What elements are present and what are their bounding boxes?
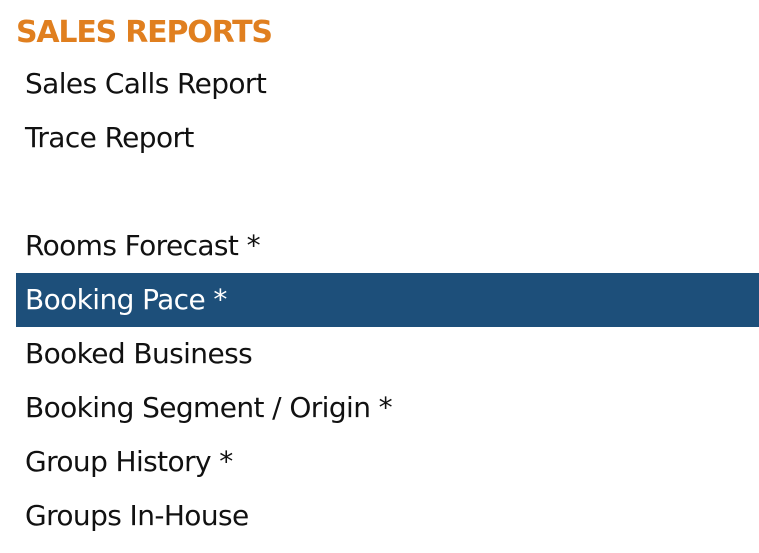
sales-reports-menu: Sales Calls Report Trace Report Rooms Fo… (16, 57, 759, 543)
section-title: SALES REPORTS (16, 15, 273, 50)
menu-item-group-history[interactable]: Group History * (25, 445, 233, 478)
menu-spacer (16, 165, 759, 219)
menu-item-rooms-forecast[interactable]: Rooms Forecast * (25, 229, 261, 262)
menu-item-booking-segment-origin[interactable]: Booking Segment / Origin * (25, 391, 393, 424)
menu-item-sales-calls-report[interactable]: Sales Calls Report (25, 67, 267, 100)
menu-item-booking-pace[interactable]: Booking Pace * (16, 273, 759, 327)
menu-item-trace-report[interactable]: Trace Report (25, 121, 194, 154)
menu-item-groups-in-house[interactable]: Groups In-House (25, 499, 249, 532)
menu-item-booked-business[interactable]: Booked Business (25, 337, 253, 370)
